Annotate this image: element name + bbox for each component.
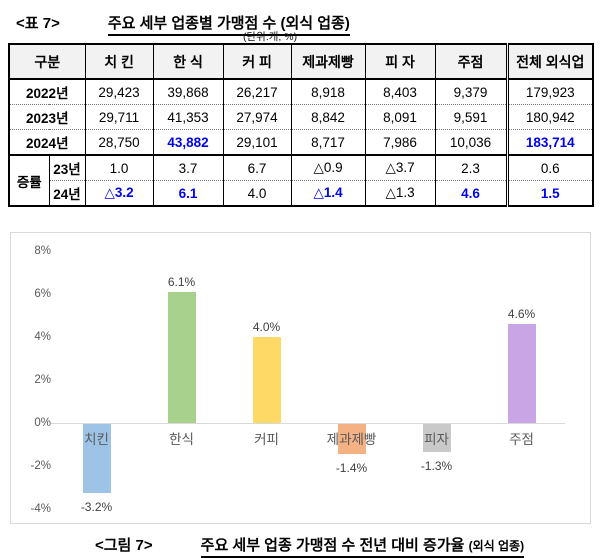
table-cell: 8,403 bbox=[364, 79, 436, 105]
chart-bar bbox=[337, 424, 366, 455]
y-axis-tick-label: 0% bbox=[34, 417, 51, 429]
table-cell: 179,923 bbox=[505, 79, 594, 105]
row-header: 2022년 bbox=[26, 86, 69, 101]
table-cell: 183,714 bbox=[505, 129, 594, 155]
category-label: 피자 bbox=[424, 432, 449, 447]
y-axis-tick-label: -4% bbox=[30, 503, 51, 515]
unit-note: (단위:개, %) bbox=[243, 31, 298, 43]
column-header: 주점 bbox=[434, 44, 508, 80]
column-header: 피 자 bbox=[364, 44, 436, 80]
table-cell: 1.5 bbox=[505, 180, 594, 206]
column-header: 구분 bbox=[9, 44, 86, 80]
chart-bar bbox=[422, 424, 451, 452]
row-header: 2023년 bbox=[9, 104, 86, 130]
chart-bar bbox=[507, 324, 536, 423]
table-cell: 4.6 bbox=[434, 180, 508, 206]
bar-chart: 8% 6% 4% 2% 0% -2% -4% -3.2% 치킨 6.1% 한식 4.0% 커피 -1.4%… bbox=[10, 232, 591, 524]
bar-value-label: 4.0% bbox=[252, 320, 281, 334]
row-header: 24년 bbox=[48, 180, 86, 206]
table-cell: 43,882 bbox=[152, 129, 224, 155]
table-cell: 8,842 bbox=[290, 104, 366, 130]
table-row: 2023년 29,711 41,353 27,974 8,842 8,091 9,591 18… bbox=[9, 104, 594, 130]
table-cell: 8,091 bbox=[364, 104, 436, 130]
bar-value-label: -1.4% bbox=[335, 461, 368, 476]
table-tag: <표 7> bbox=[16, 15, 60, 32]
table-row: 24년 △3.2 6.1 4.0 △1.4 △1.3 4.6 1.5 bbox=[9, 180, 594, 206]
y-axis-tick-label: 8% bbox=[34, 245, 51, 257]
category-label: 한식 bbox=[169, 432, 194, 447]
chart-bar bbox=[167, 291, 196, 423]
column-header: 커 피 bbox=[222, 44, 292, 80]
table-cell: 41,353 bbox=[152, 104, 224, 130]
table-cell: 10,036 bbox=[434, 129, 508, 155]
row-header: 23년 bbox=[48, 154, 86, 181]
column-header: 치 킨 bbox=[84, 44, 154, 80]
table-cell: 6.1 bbox=[152, 180, 224, 206]
table-cell: 27,974 bbox=[222, 104, 292, 130]
column-header: 전체 외식업 bbox=[505, 44, 594, 80]
column-header: 한 식 bbox=[152, 44, 224, 80]
table-cell: 29,101 bbox=[222, 129, 292, 155]
table-cell: 9,591 bbox=[434, 104, 508, 130]
category-label: 주점 bbox=[509, 432, 534, 447]
table-cell: △0.9 bbox=[290, 154, 366, 181]
table-cell: 4.0 bbox=[222, 180, 292, 206]
bar-value-label: 6.1% bbox=[167, 274, 196, 289]
figure-caption: <그림 7> 주요 세부 업종 가맹점 수 전년 대비 증가율 (외식 업종) bbox=[0, 534, 600, 558]
table-cell: 9,379 bbox=[434, 79, 508, 105]
category-label: 제과제빵 bbox=[326, 432, 377, 447]
column-header: 제과제빵 bbox=[290, 44, 366, 80]
table-row: 증률 23년 1.0 3.7 6.7 △0.9 △3.7 2.3 0.6 bbox=[9, 154, 594, 206]
bar-value-label: -3.2% bbox=[80, 499, 113, 514]
row-header: 2024년 bbox=[9, 129, 86, 155]
y-axis-tick-label: 2% bbox=[34, 374, 51, 386]
y-axis-tick-label: 4% bbox=[34, 331, 51, 343]
table-title: 주요 세부 업종별 가맹점 수 (외식 업종) bbox=[107, 12, 350, 36]
table-cell: 28,750 bbox=[84, 129, 154, 155]
category-label: 치킨 bbox=[84, 432, 109, 447]
table-cell: △3.2 bbox=[84, 180, 154, 206]
category-label: 커피 bbox=[254, 432, 279, 447]
table-cell: 8,918 bbox=[290, 79, 366, 105]
table-cell: 3.7 bbox=[152, 154, 224, 181]
table-cell: △1.4 bbox=[290, 180, 366, 206]
table-row: 2022년 29,423 39,868 26,217 8,918 8,403 9,379 17… bbox=[9, 79, 594, 105]
table-cell: 39,868 bbox=[152, 79, 224, 105]
table-cell: 29,711 bbox=[84, 104, 154, 130]
figure-title-suffix: (외식 업종) bbox=[468, 539, 525, 553]
table-cell: 7,986 bbox=[364, 129, 436, 155]
bar-value-label: -1.3% bbox=[420, 458, 453, 473]
rate-group-header: 증률 bbox=[9, 154, 49, 206]
table-cell: 180,942 bbox=[505, 104, 594, 130]
y-axis-tick-label: -2% bbox=[30, 460, 51, 472]
y-axis-tick-label: 6% bbox=[34, 288, 51, 300]
table-caption: <표 7> 주요 세부 업종별 가맹점 수 (외식 업종) (단위:개, %) bbox=[0, 0, 600, 43]
chart-bar bbox=[82, 424, 111, 493]
table-body: 2022년 29,423 39,868 26,217 8,918 8,403 9,379 17… bbox=[9, 79, 594, 206]
chart-bar bbox=[252, 337, 281, 423]
table-cell: 0.6 bbox=[505, 154, 594, 181]
x-axis-line bbox=[51, 423, 565, 424]
table-row: 2024년 28,750 43,882 29,101 8,717 7,986 10,036 1… bbox=[9, 129, 594, 155]
bar-value-label: 4.6% bbox=[507, 307, 536, 322]
table-cell: △3.7 bbox=[364, 154, 436, 181]
table-cell: 2.3 bbox=[434, 154, 508, 181]
table-cell: 29,423 bbox=[84, 79, 154, 105]
table-cell: △1.3 bbox=[364, 180, 436, 206]
table-cell: 6.7 bbox=[222, 154, 292, 181]
figure-tag: <그림 7> bbox=[95, 537, 153, 554]
figure-title: 주요 세부 업종 가맹점 수 전년 대비 증가율 (외식 업종) bbox=[200, 534, 525, 558]
table-cell: 1.0 bbox=[84, 154, 154, 181]
table-cell: 8,717 bbox=[290, 129, 366, 155]
table-cell: 26,217 bbox=[222, 79, 292, 105]
